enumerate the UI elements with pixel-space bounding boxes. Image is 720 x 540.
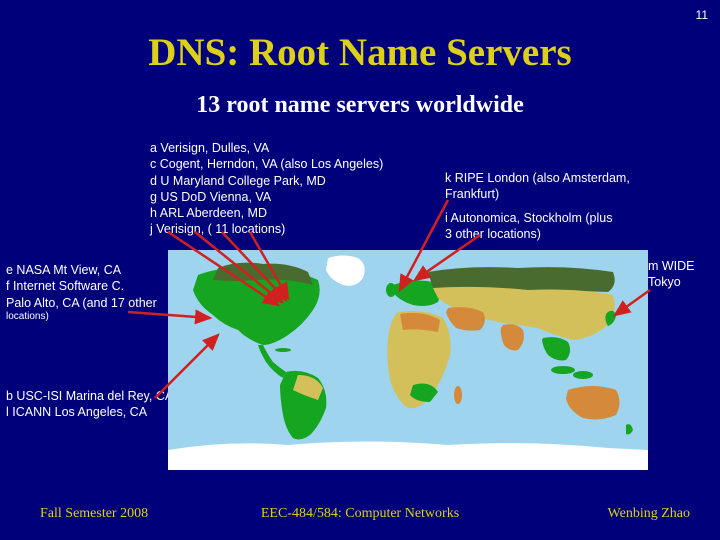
world-map	[168, 250, 648, 470]
server-k: k RIPE London (also Amsterdam, Frankfurt…	[445, 170, 630, 203]
server-c: c Cogent, Herndon, VA (also Los Angeles)	[150, 156, 383, 172]
footer-left: Fall Semester 2008	[40, 506, 148, 522]
server-g: g US DoD Vienna, VA	[150, 189, 383, 205]
server-list-main: a Verisign, Dulles, VA c Cogent, Herndon…	[150, 140, 383, 238]
server-ef-cont: locations)	[6, 310, 49, 323]
server-d: d U Maryland College Park, MD	[150, 173, 383, 189]
server-h: h ARL Aberdeen, MD	[150, 205, 383, 221]
page-subtitle: 13 root name servers worldwide	[0, 92, 720, 119]
server-ef: e NASA Mt View, CA f Internet Software C…	[6, 262, 157, 311]
footer-center: EEC-484/584: Computer Networks	[261, 506, 459, 522]
server-m: m WIDE Tokyo	[648, 258, 695, 291]
map-svg	[168, 250, 648, 470]
footer-right: Wenbing Zhao	[608, 506, 690, 522]
server-i: i Autonomica, Stockholm (plus 3 other lo…	[445, 210, 612, 243]
server-bl: b USC-ISI Marina del Rey, CA l ICANN Los…	[6, 388, 173, 421]
page-title: DNS: Root Name Servers	[0, 30, 720, 75]
server-j: j Verisign, ( 11 locations)	[150, 221, 383, 237]
slide-number: 11	[696, 8, 708, 22]
server-a: a Verisign, Dulles, VA	[150, 140, 383, 156]
